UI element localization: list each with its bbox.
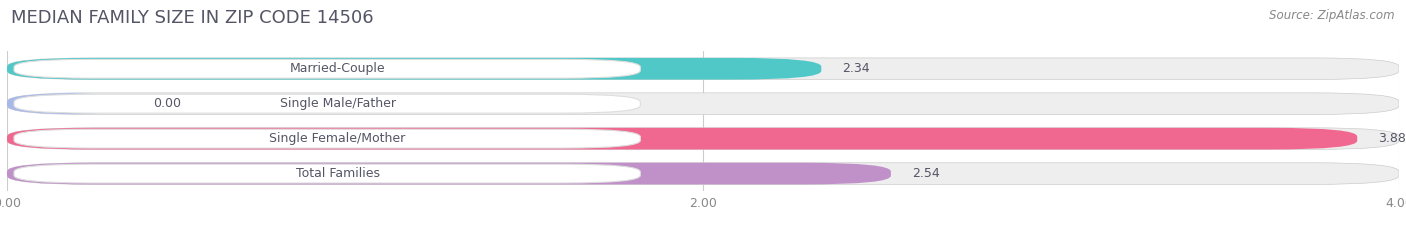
FancyBboxPatch shape bbox=[7, 128, 1357, 150]
FancyBboxPatch shape bbox=[7, 128, 1399, 150]
FancyBboxPatch shape bbox=[14, 59, 640, 78]
FancyBboxPatch shape bbox=[14, 129, 640, 148]
FancyBboxPatch shape bbox=[7, 93, 129, 115]
Text: Married-Couple: Married-Couple bbox=[290, 62, 385, 75]
Text: 3.88: 3.88 bbox=[1378, 132, 1406, 145]
Text: Single Male/Father: Single Male/Father bbox=[280, 97, 395, 110]
Text: 2.34: 2.34 bbox=[842, 62, 870, 75]
FancyBboxPatch shape bbox=[7, 163, 891, 185]
Text: Source: ZipAtlas.com: Source: ZipAtlas.com bbox=[1270, 9, 1395, 22]
Text: 0.00: 0.00 bbox=[153, 97, 181, 110]
FancyBboxPatch shape bbox=[7, 58, 821, 80]
FancyBboxPatch shape bbox=[7, 93, 1399, 115]
FancyBboxPatch shape bbox=[7, 163, 1399, 185]
FancyBboxPatch shape bbox=[14, 94, 640, 113]
FancyBboxPatch shape bbox=[14, 164, 640, 183]
Text: Total Families: Total Families bbox=[295, 167, 380, 180]
FancyBboxPatch shape bbox=[7, 58, 1399, 80]
Text: MEDIAN FAMILY SIZE IN ZIP CODE 14506: MEDIAN FAMILY SIZE IN ZIP CODE 14506 bbox=[11, 9, 374, 27]
Text: Single Female/Mother: Single Female/Mother bbox=[270, 132, 406, 145]
Text: 2.54: 2.54 bbox=[912, 167, 939, 180]
